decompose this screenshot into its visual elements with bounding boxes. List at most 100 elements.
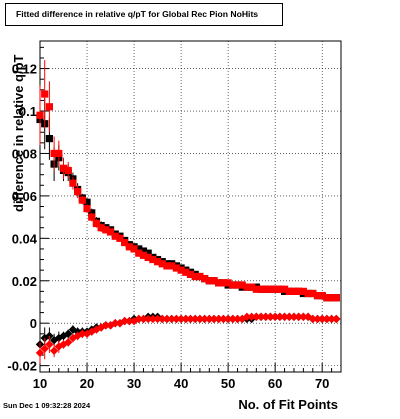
data-point-square xyxy=(266,285,275,293)
y-tick-label: 0.1 xyxy=(19,104,37,119)
data-point-square xyxy=(111,232,119,240)
data-point-diamond xyxy=(49,346,59,355)
data-point-square xyxy=(41,90,49,98)
x-tick-labels: 10 20 30 40 50 60 70 xyxy=(33,376,330,391)
data-point-diamond xyxy=(153,314,162,324)
data-point-square xyxy=(168,262,176,270)
data-point-diamond xyxy=(120,316,129,326)
data-point-diamond xyxy=(308,314,317,324)
data-point-square xyxy=(125,243,133,251)
data-point-diamond xyxy=(252,312,261,322)
data-point-diamond xyxy=(186,314,195,324)
x-tick-label: 70 xyxy=(315,376,329,391)
data-point-diamond xyxy=(205,314,214,324)
data-point-diamond xyxy=(35,348,45,358)
data-point-square xyxy=(285,287,293,295)
data-point-square xyxy=(121,238,129,247)
chart-title: Fitted difference in relative q/pT for G… xyxy=(5,3,283,26)
y-tick-label: -0.02 xyxy=(7,359,37,374)
x-tick-label: 20 xyxy=(80,376,94,391)
data-point-square xyxy=(182,268,190,276)
data-point-square xyxy=(36,111,44,119)
data-point-diamond xyxy=(200,314,209,324)
data-point-square xyxy=(191,272,199,281)
data-point-square xyxy=(74,188,82,196)
data-point-diamond xyxy=(289,312,299,322)
data-point-square xyxy=(327,294,336,302)
data-point-square xyxy=(186,270,195,278)
data-point-diamond xyxy=(78,329,87,339)
x-tick-label: 50 xyxy=(221,376,235,391)
data-point-square xyxy=(144,253,152,262)
data-point-diamond xyxy=(266,312,275,322)
data-point-diamond xyxy=(191,314,200,324)
data-point-square xyxy=(295,287,303,295)
data-marks xyxy=(35,60,341,364)
data-point-diamond xyxy=(223,314,233,324)
data-point-square xyxy=(102,226,110,234)
data-point-diamond xyxy=(294,312,303,322)
data-point-diamond xyxy=(299,312,308,322)
data-point-square xyxy=(201,275,209,283)
data-point-square xyxy=(318,292,326,300)
data-point-square xyxy=(153,258,162,266)
data-point-square xyxy=(219,279,228,287)
data-point-diamond xyxy=(317,314,327,324)
y-tick-label: 0.12 xyxy=(12,62,37,77)
data-point-square xyxy=(139,251,148,259)
data-point-square xyxy=(177,266,185,274)
data-point-square xyxy=(78,196,86,204)
data-point-square xyxy=(290,287,298,295)
data-point-diamond xyxy=(176,314,186,324)
data-point-square xyxy=(196,272,204,281)
data-point-square xyxy=(210,277,218,285)
data-point-diamond xyxy=(209,314,219,324)
data-point-diamond xyxy=(247,312,256,322)
data-point-square xyxy=(233,281,242,289)
data-point-square xyxy=(280,285,289,293)
x-tick-label: 30 xyxy=(127,376,141,391)
timestamp: Sun Dec 1 09:32:28 2024 xyxy=(3,401,91,410)
data-point-square xyxy=(172,264,180,272)
data-point-square xyxy=(158,260,166,268)
data-point-diamond xyxy=(101,321,111,330)
data-point-square xyxy=(238,281,246,289)
x-axis-label: No. of Fit Points xyxy=(238,397,338,412)
data-point-diamond xyxy=(270,312,280,322)
data-point-square xyxy=(163,262,171,270)
data-point-square xyxy=(45,103,54,111)
data-point-diamond xyxy=(228,314,238,324)
data-point-diamond xyxy=(238,314,247,324)
data-point-square xyxy=(313,292,322,300)
data-point-square xyxy=(304,289,312,298)
data-point-diamond xyxy=(280,312,289,322)
data-point-diamond xyxy=(181,314,190,324)
data-point-square xyxy=(106,228,115,236)
data-point-diamond xyxy=(167,314,176,324)
data-point-square xyxy=(271,285,279,293)
x-tick-label: 40 xyxy=(174,376,188,391)
data-point-square xyxy=(309,289,317,298)
data-point-square xyxy=(243,283,251,291)
data-point-square xyxy=(55,149,63,158)
data-point-square xyxy=(276,285,284,293)
y-tick-label: 0.06 xyxy=(12,189,37,204)
data-point-diamond xyxy=(143,314,153,324)
data-point-square xyxy=(135,249,143,257)
data-point-square xyxy=(299,287,307,295)
data-point-square xyxy=(139,247,148,255)
y-tick-label: 0 xyxy=(30,316,37,331)
data-point-diamond xyxy=(162,314,172,324)
data-point-diamond xyxy=(45,340,54,349)
y-axis-label: difference in relative q/pT xyxy=(11,54,26,213)
data-point-diamond xyxy=(129,316,139,326)
data-point-diamond xyxy=(233,314,242,324)
y-tick-label: 0.02 xyxy=(12,274,37,289)
data-point-square xyxy=(144,249,152,257)
data-point-diamond xyxy=(219,314,228,324)
data-point-diamond xyxy=(214,314,223,324)
data-point-diamond xyxy=(134,314,143,324)
data-point-diamond xyxy=(64,329,73,339)
